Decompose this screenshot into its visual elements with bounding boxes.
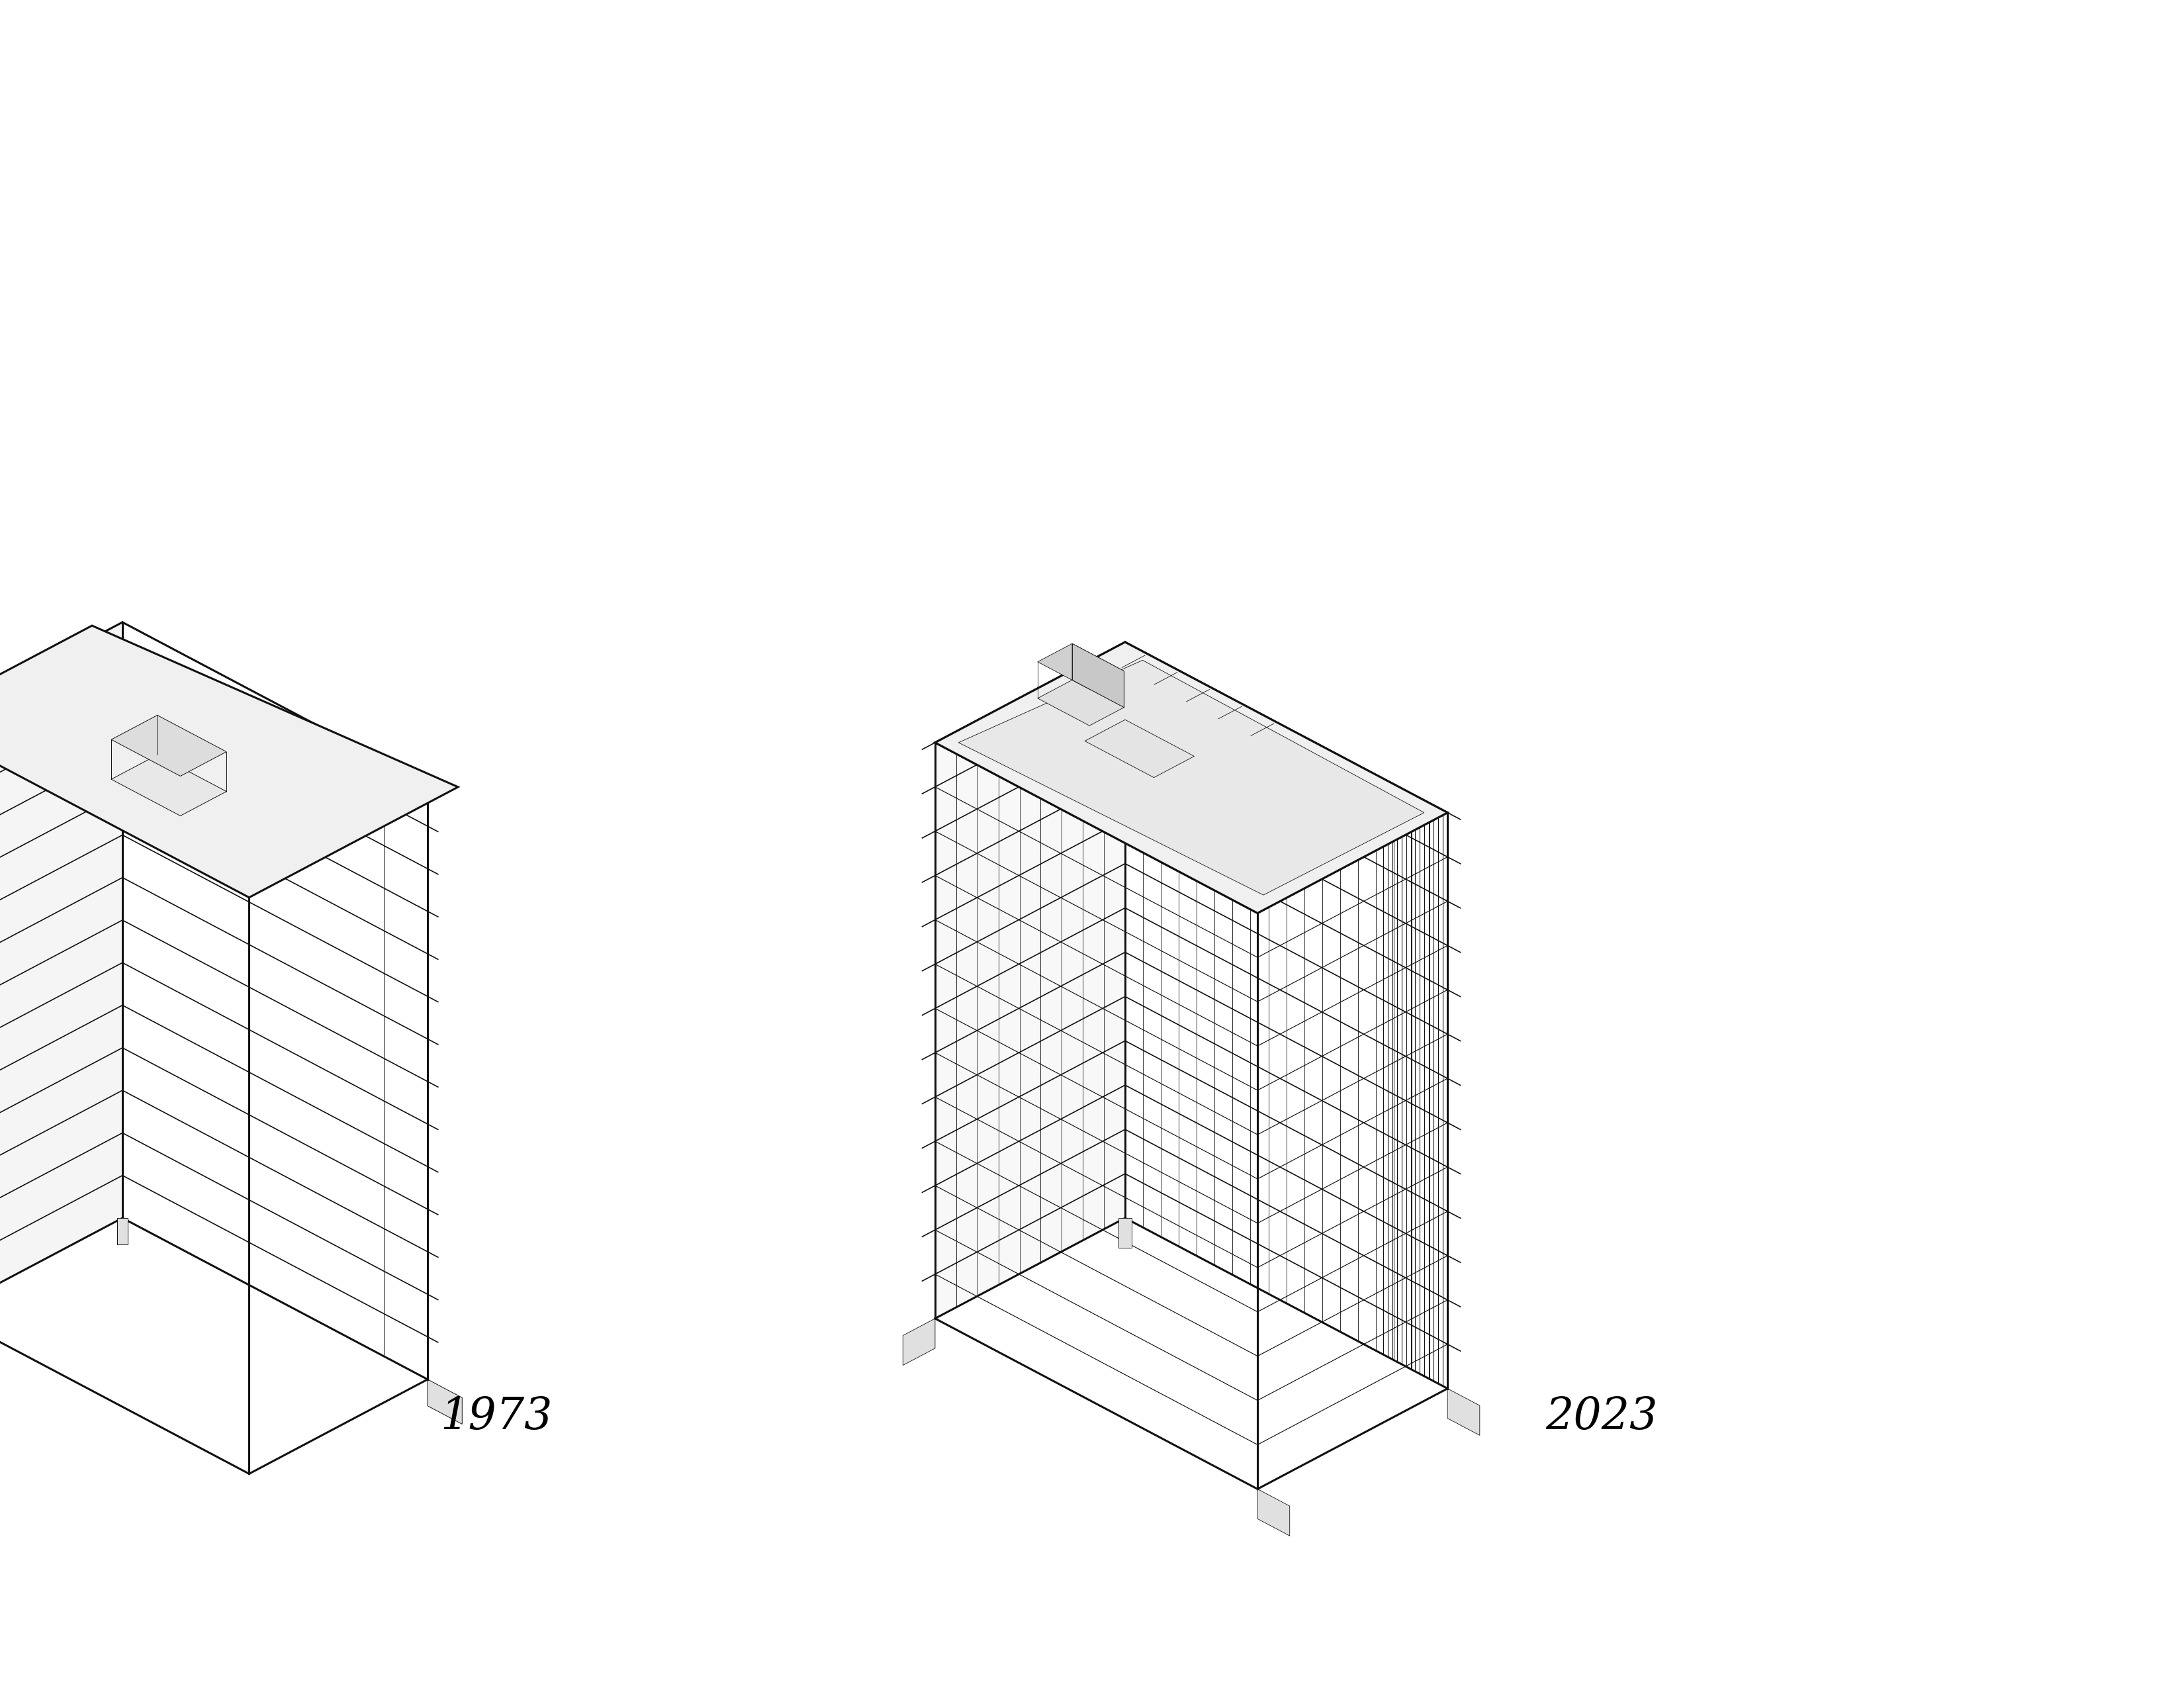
Polygon shape [902, 1318, 935, 1366]
Polygon shape [428, 1379, 463, 1425]
Polygon shape [1125, 641, 1448, 1389]
Polygon shape [0, 623, 122, 1312]
Polygon shape [0, 626, 459, 898]
Polygon shape [959, 660, 1424, 895]
Polygon shape [1118, 1219, 1131, 1247]
Polygon shape [122, 623, 428, 1379]
Polygon shape [1072, 643, 1125, 707]
Polygon shape [118, 1219, 127, 1244]
Polygon shape [935, 641, 1125, 1318]
Polygon shape [935, 641, 1448, 913]
Text: 1973: 1973 [441, 1394, 553, 1438]
Polygon shape [111, 755, 227, 815]
Polygon shape [1258, 1489, 1291, 1536]
Text: 2023: 2023 [1546, 1394, 1658, 1438]
Polygon shape [1448, 1389, 1481, 1435]
Polygon shape [111, 716, 227, 776]
Polygon shape [1037, 680, 1125, 726]
Polygon shape [1037, 643, 1125, 689]
Polygon shape [1085, 719, 1195, 778]
